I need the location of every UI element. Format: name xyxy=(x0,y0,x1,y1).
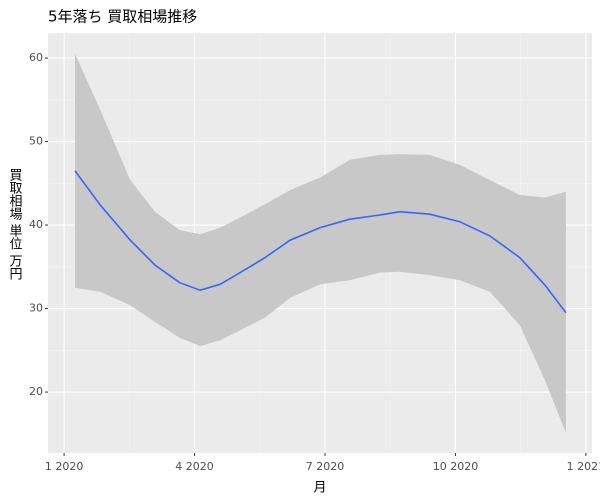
y-tick-label: 30 xyxy=(29,302,43,315)
y-tick-label: 60 xyxy=(29,51,43,64)
y-axis-label: 買取相場 単位 万円 xyxy=(7,168,23,281)
marks xyxy=(74,53,567,434)
x-tick-label: 1 2020 xyxy=(45,460,84,473)
y-tick-label: 50 xyxy=(29,135,43,148)
x-tick-label: 1 2021 xyxy=(567,460,600,473)
x-tick-label: 10 2020 xyxy=(433,460,479,473)
y-tick-label: 40 xyxy=(29,218,43,231)
y-tick-label: 20 xyxy=(29,385,43,398)
x-tick-label: 4 2020 xyxy=(175,460,214,473)
x-tick-label: 7 2020 xyxy=(306,460,345,473)
smooth-line xyxy=(74,170,567,314)
x-axis-label: 月 xyxy=(313,481,326,496)
confidence-band xyxy=(75,53,566,434)
chart-title: 5年落ち 買取相場推移 xyxy=(48,8,197,26)
